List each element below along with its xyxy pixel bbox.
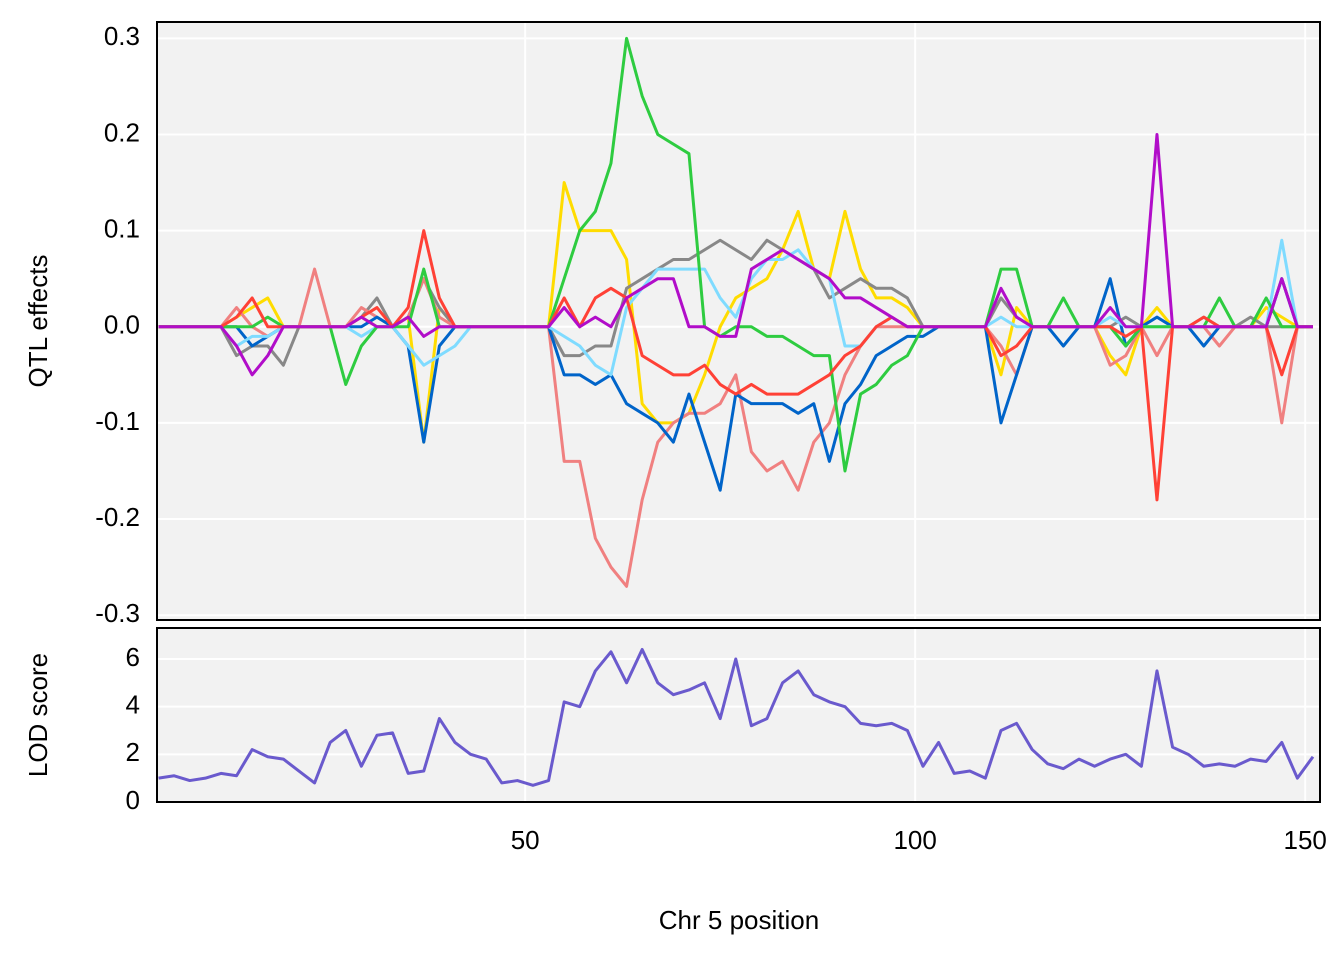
y-tick-label: 0.1 bbox=[104, 214, 140, 244]
x-tick-label: 100 bbox=[893, 825, 936, 855]
y-axis-label: QTL effects bbox=[23, 255, 53, 388]
x-tick-label: 50 bbox=[511, 825, 540, 855]
y-tick-label: -0.2 bbox=[95, 502, 140, 532]
series-line bbox=[158, 132, 1313, 377]
x-axis-label: Chr 5 position bbox=[659, 905, 819, 935]
series-line bbox=[158, 647, 1315, 787]
plot-border bbox=[156, 627, 1321, 803]
y-tick-label: 0 bbox=[126, 785, 140, 815]
plot-background bbox=[157, 628, 1320, 802]
y-tick-label: 0.0 bbox=[104, 310, 140, 340]
y-tick-label: 2 bbox=[126, 737, 140, 767]
y-tick-label: -0.1 bbox=[95, 406, 140, 436]
series-line bbox=[158, 36, 1313, 473]
y-tick-label: -0.3 bbox=[95, 598, 140, 628]
y-tick-label: 0.2 bbox=[104, 117, 140, 147]
series-line bbox=[158, 267, 1313, 588]
series-line bbox=[158, 238, 1313, 377]
y-axis-label: LOD score bbox=[23, 653, 53, 777]
y-tick-label: 4 bbox=[126, 690, 140, 720]
x-tick-label: 150 bbox=[1283, 825, 1326, 855]
plot-border bbox=[156, 21, 1321, 621]
y-tick-label: 0.3 bbox=[104, 21, 140, 51]
y-tick-label: 6 bbox=[126, 642, 140, 672]
